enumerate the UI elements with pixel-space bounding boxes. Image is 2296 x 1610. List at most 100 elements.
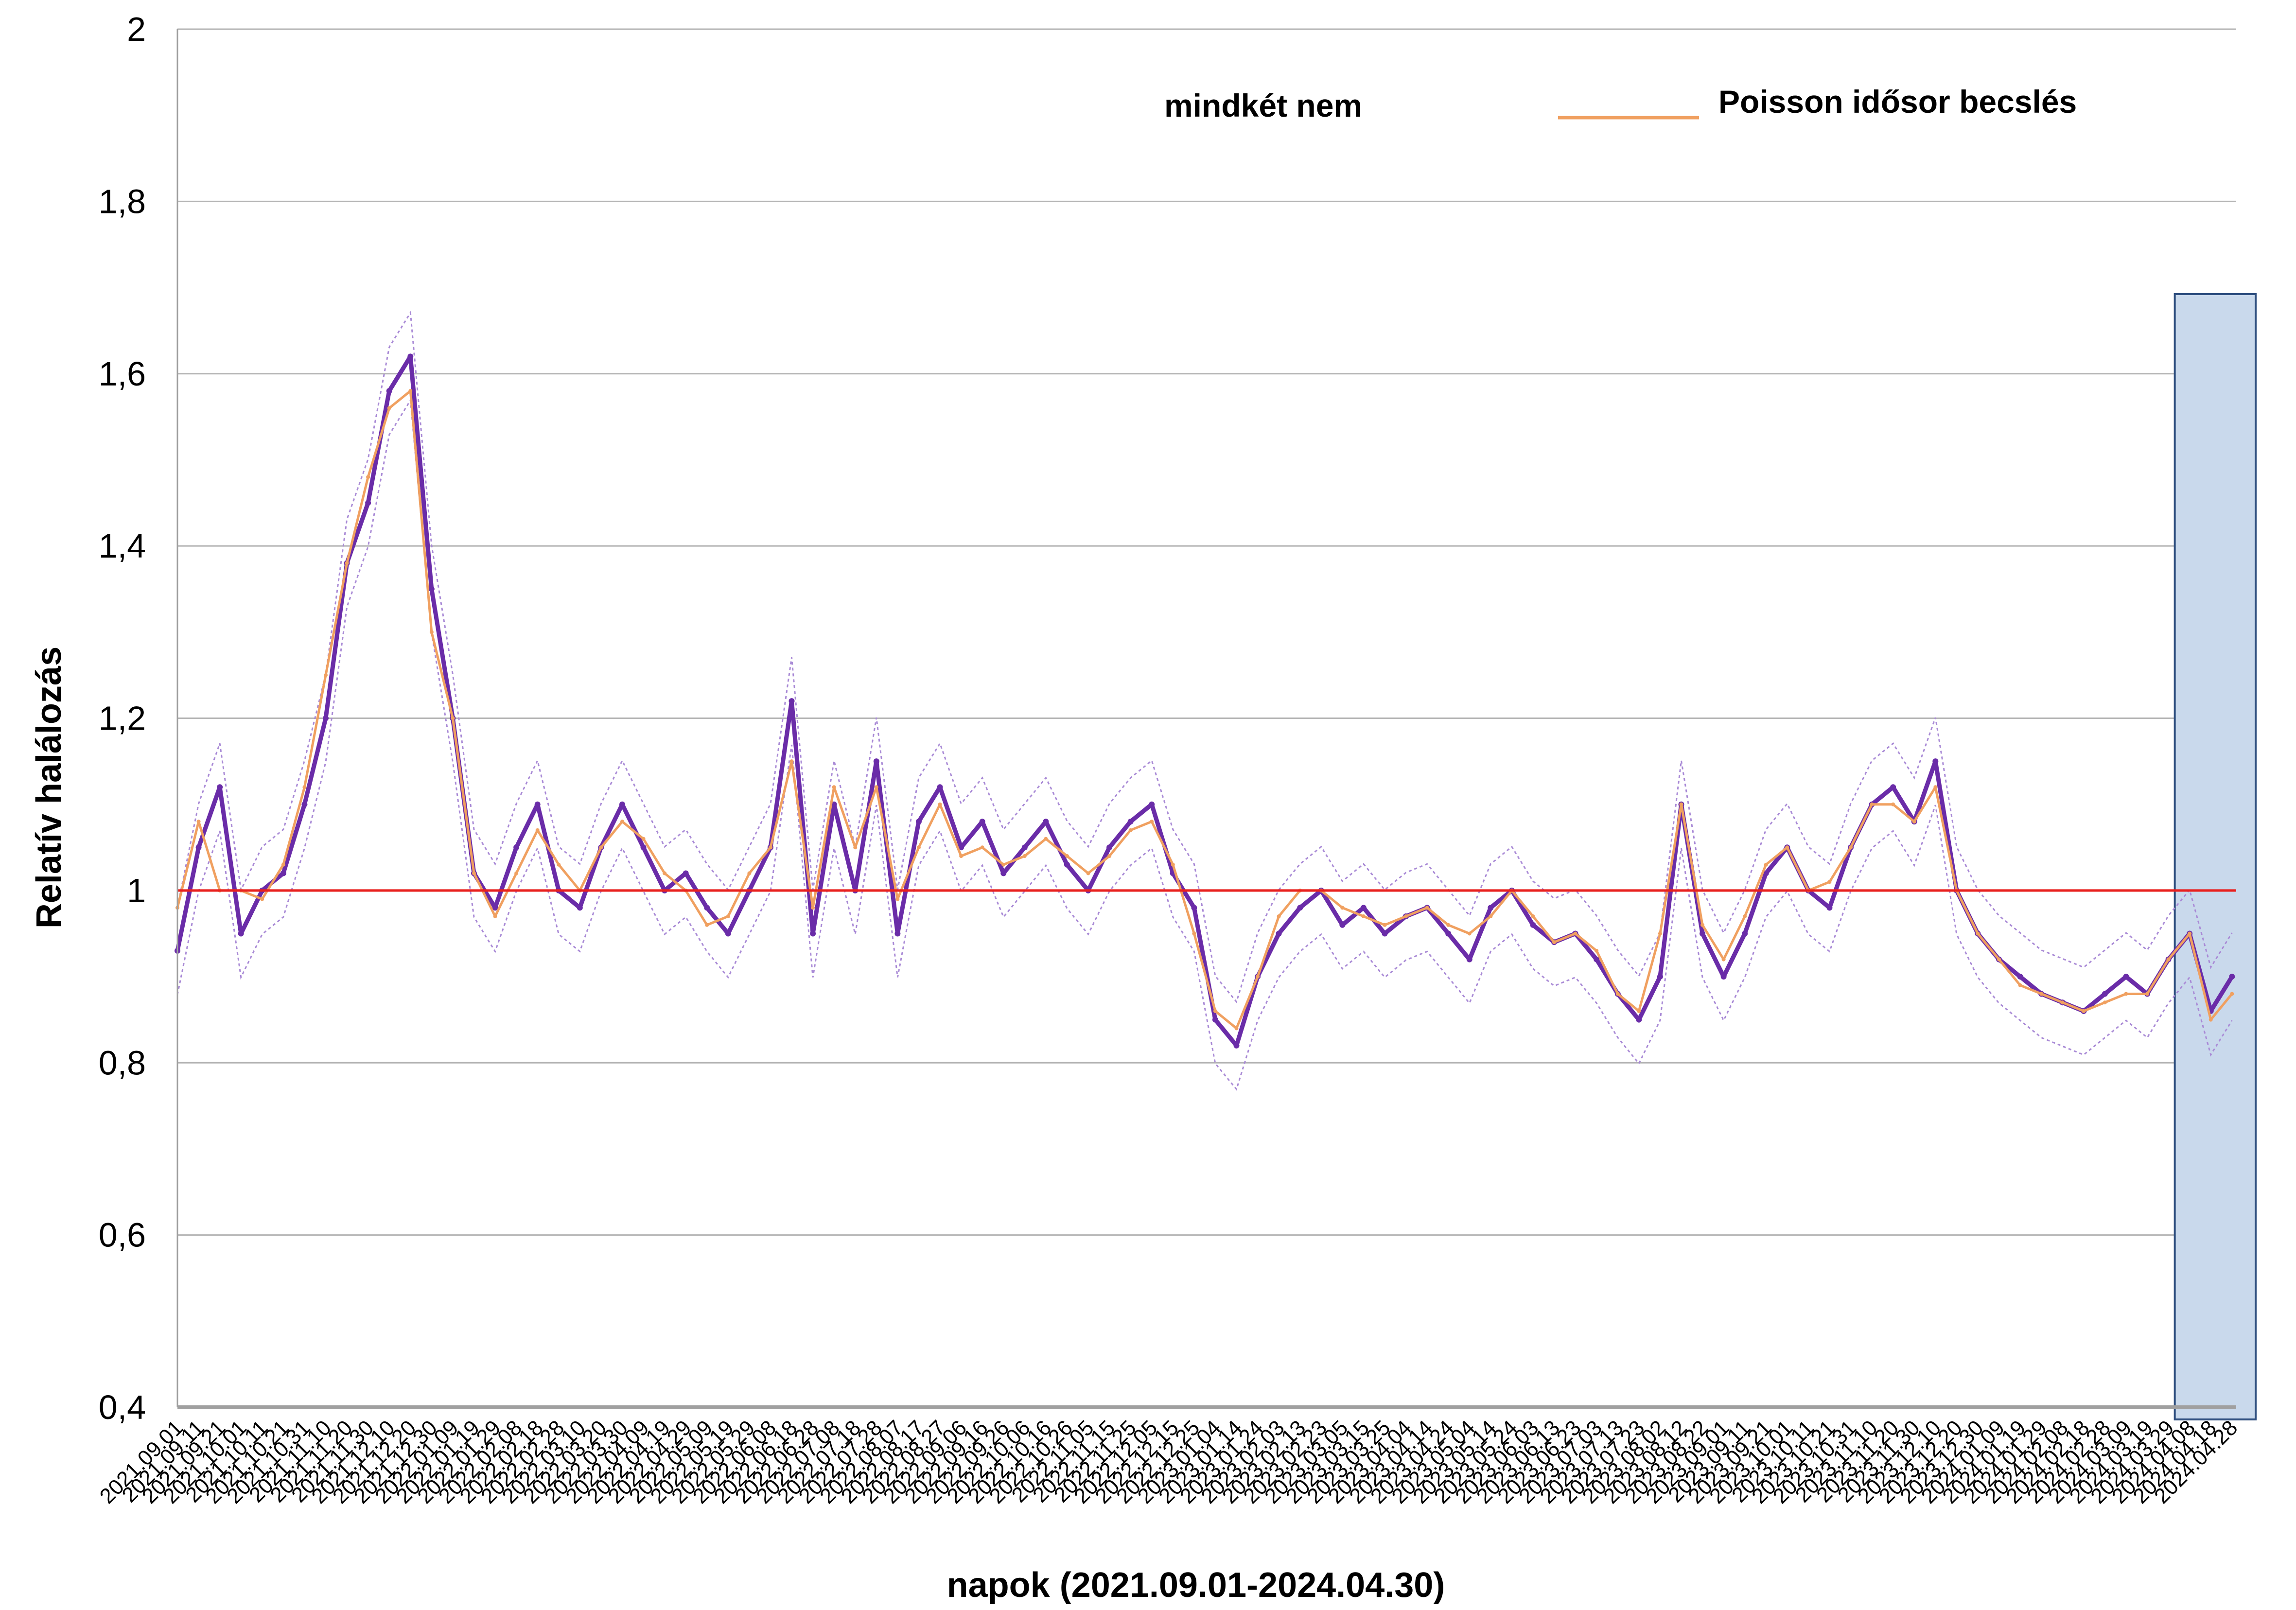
- series-estimate-point: [980, 845, 984, 850]
- series-estimate-point: [1658, 931, 1662, 936]
- series-estimate-point: [2230, 992, 2234, 996]
- series-observed-point: [1043, 819, 1049, 825]
- series-observed-point: [2123, 974, 2129, 980]
- series-estimate-point: [1912, 820, 1916, 824]
- series-estimate-point: [1361, 914, 1366, 919]
- series-estimate-point: [196, 820, 201, 824]
- series-estimate-point: [2208, 1017, 2213, 1022]
- series-observed-point: [1763, 870, 1769, 876]
- series-estimate-point: [1171, 862, 1175, 867]
- series-observed-point: [1594, 956, 1600, 962]
- series-estimate-point: [514, 871, 519, 875]
- series-observed-point: [704, 905, 710, 911]
- series-estimate-point: [1849, 845, 1853, 850]
- series-estimate-point: [1721, 957, 1726, 962]
- series-layer: [175, 310, 2235, 1091]
- series-estimate-point: [853, 845, 858, 850]
- series-estimate-point: [1107, 854, 1112, 858]
- series-estimate-point: [1150, 820, 1154, 824]
- series-observed-point: [1382, 930, 1388, 937]
- series-observed-point: [873, 758, 879, 765]
- series-observed-point: [1445, 930, 1452, 937]
- series-estimate-line: [176, 389, 2233, 1030]
- series-estimate-point: [472, 871, 476, 875]
- series-observed-point: [2102, 991, 2108, 997]
- series-observed-point: [1064, 861, 1070, 868]
- series-observed-point: [1890, 784, 1896, 790]
- series-estimate-point: [1234, 1026, 1239, 1031]
- series-estimate-point: [1785, 845, 1789, 850]
- series-estimate-point: [726, 914, 730, 919]
- series-estimate-point: [1743, 914, 1747, 919]
- series-observed-point: [725, 930, 731, 937]
- series-observed-point: [1360, 905, 1367, 911]
- series-estimate-point: [959, 854, 964, 858]
- series-observed-point: [2229, 974, 2235, 980]
- series-estimate-point: [874, 785, 878, 789]
- series-estimate-point: [705, 923, 709, 927]
- series-estimate-point: [2124, 992, 2128, 996]
- series-estimate-point: [916, 845, 921, 850]
- y-tick-label: 2: [127, 10, 146, 48]
- series-estimate-point: [451, 716, 455, 720]
- series-estimate-point: [1700, 923, 1705, 927]
- series-observed-point: [1932, 758, 1939, 765]
- series-estimate-point: [2039, 992, 2044, 996]
- series-estimate-point: [1340, 906, 1345, 910]
- series-estimate-point: [2103, 1000, 2107, 1005]
- series-estimate-point: [641, 837, 646, 841]
- series-estimate-point: [2188, 931, 2192, 936]
- series-estimate-point: [2018, 983, 2022, 987]
- series-estimate-point: [2166, 957, 2171, 962]
- series-estimate-point: [1531, 914, 1535, 919]
- series-estimate-point: [895, 897, 900, 901]
- series-observed-point: [831, 801, 837, 807]
- series-observed-point: [1127, 819, 1134, 825]
- series-observed-point: [322, 715, 329, 721]
- series-estimate-point: [1086, 871, 1090, 875]
- y-tick-label: 1,4: [99, 527, 146, 565]
- series-observed-point: [1149, 801, 1155, 807]
- series-estimate-point: [1256, 975, 1260, 979]
- series-observed-point: [1488, 905, 1494, 911]
- series-observed-point: [1276, 930, 1282, 937]
- y-tick-label: 1: [127, 872, 146, 910]
- series-estimate-point: [1573, 931, 1577, 936]
- series-estimate-point: [493, 914, 497, 919]
- series-observed-point: [1530, 922, 1536, 928]
- series-estimate-point: [1552, 940, 1557, 945]
- series-estimate-point: [789, 759, 794, 764]
- y-tick-label: 1,8: [99, 182, 146, 220]
- series-estimate-point: [557, 862, 561, 867]
- highlight-band: [2173, 293, 2257, 1420]
- series-estimate-point: [1128, 828, 1133, 832]
- y-tick-label: 1,2: [99, 700, 146, 737]
- series-observed-point: [1191, 905, 1197, 911]
- legend: mindkét nem Poisson idősor becslés: [1164, 84, 2077, 123]
- series-observed-point: [407, 353, 414, 360]
- series-estimate-point: [747, 871, 752, 875]
- series-estimate-point: [1022, 854, 1027, 858]
- series-observed-point: [1636, 1016, 1642, 1023]
- series-observed-point: [1000, 870, 1007, 876]
- y-tick-label: 0,4: [99, 1388, 146, 1426]
- series-observed-point: [1466, 956, 1472, 962]
- legend-label-estimate: Poisson idősor becslés: [1718, 84, 2077, 120]
- y-tick-labels: 0,4 0,6 0,8 1 1,2 1,4 1,6 1,8 2: [99, 10, 146, 1426]
- series-observed-point: [1021, 844, 1028, 851]
- series-estimate-point: [1870, 802, 1874, 806]
- series-observed-point: [979, 819, 985, 825]
- series-estimate-point: [260, 897, 264, 901]
- series-estimate-point: [1997, 957, 2001, 962]
- series-observed-point: [238, 930, 244, 937]
- series-observed-point: [619, 801, 625, 807]
- series-observed-point: [2017, 974, 2023, 980]
- series-estimate-point: [1213, 1009, 1217, 1013]
- series-estimate-point: [1044, 837, 1048, 841]
- series-observed-point: [534, 801, 541, 807]
- y-tick-label: 0,8: [99, 1044, 146, 1082]
- series-estimate-point: [366, 475, 370, 479]
- series-estimate-point: [1001, 862, 1006, 867]
- series-estimate-point: [1489, 914, 1493, 919]
